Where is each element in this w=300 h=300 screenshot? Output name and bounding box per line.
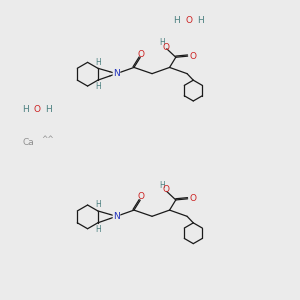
Text: O: O: [162, 43, 169, 52]
Text: ^^: ^^: [41, 134, 54, 143]
Text: N: N: [113, 212, 120, 221]
Text: H: H: [197, 16, 204, 25]
Text: H: H: [159, 38, 164, 47]
Text: O: O: [138, 50, 145, 58]
Text: H: H: [22, 105, 28, 114]
Text: H: H: [95, 200, 101, 209]
Text: N: N: [113, 69, 120, 78]
Text: O: O: [190, 52, 197, 61]
Text: H: H: [95, 58, 101, 67]
Text: H: H: [159, 181, 164, 190]
Text: Ca: Ca: [22, 138, 34, 147]
Text: O: O: [34, 105, 40, 114]
Text: O: O: [162, 185, 169, 194]
Text: H: H: [95, 82, 101, 91]
Text: O: O: [190, 194, 197, 203]
Text: O: O: [185, 16, 192, 25]
Text: H: H: [46, 105, 52, 114]
Text: O: O: [138, 192, 145, 201]
Text: H: H: [173, 16, 180, 25]
Text: H: H: [95, 224, 101, 233]
